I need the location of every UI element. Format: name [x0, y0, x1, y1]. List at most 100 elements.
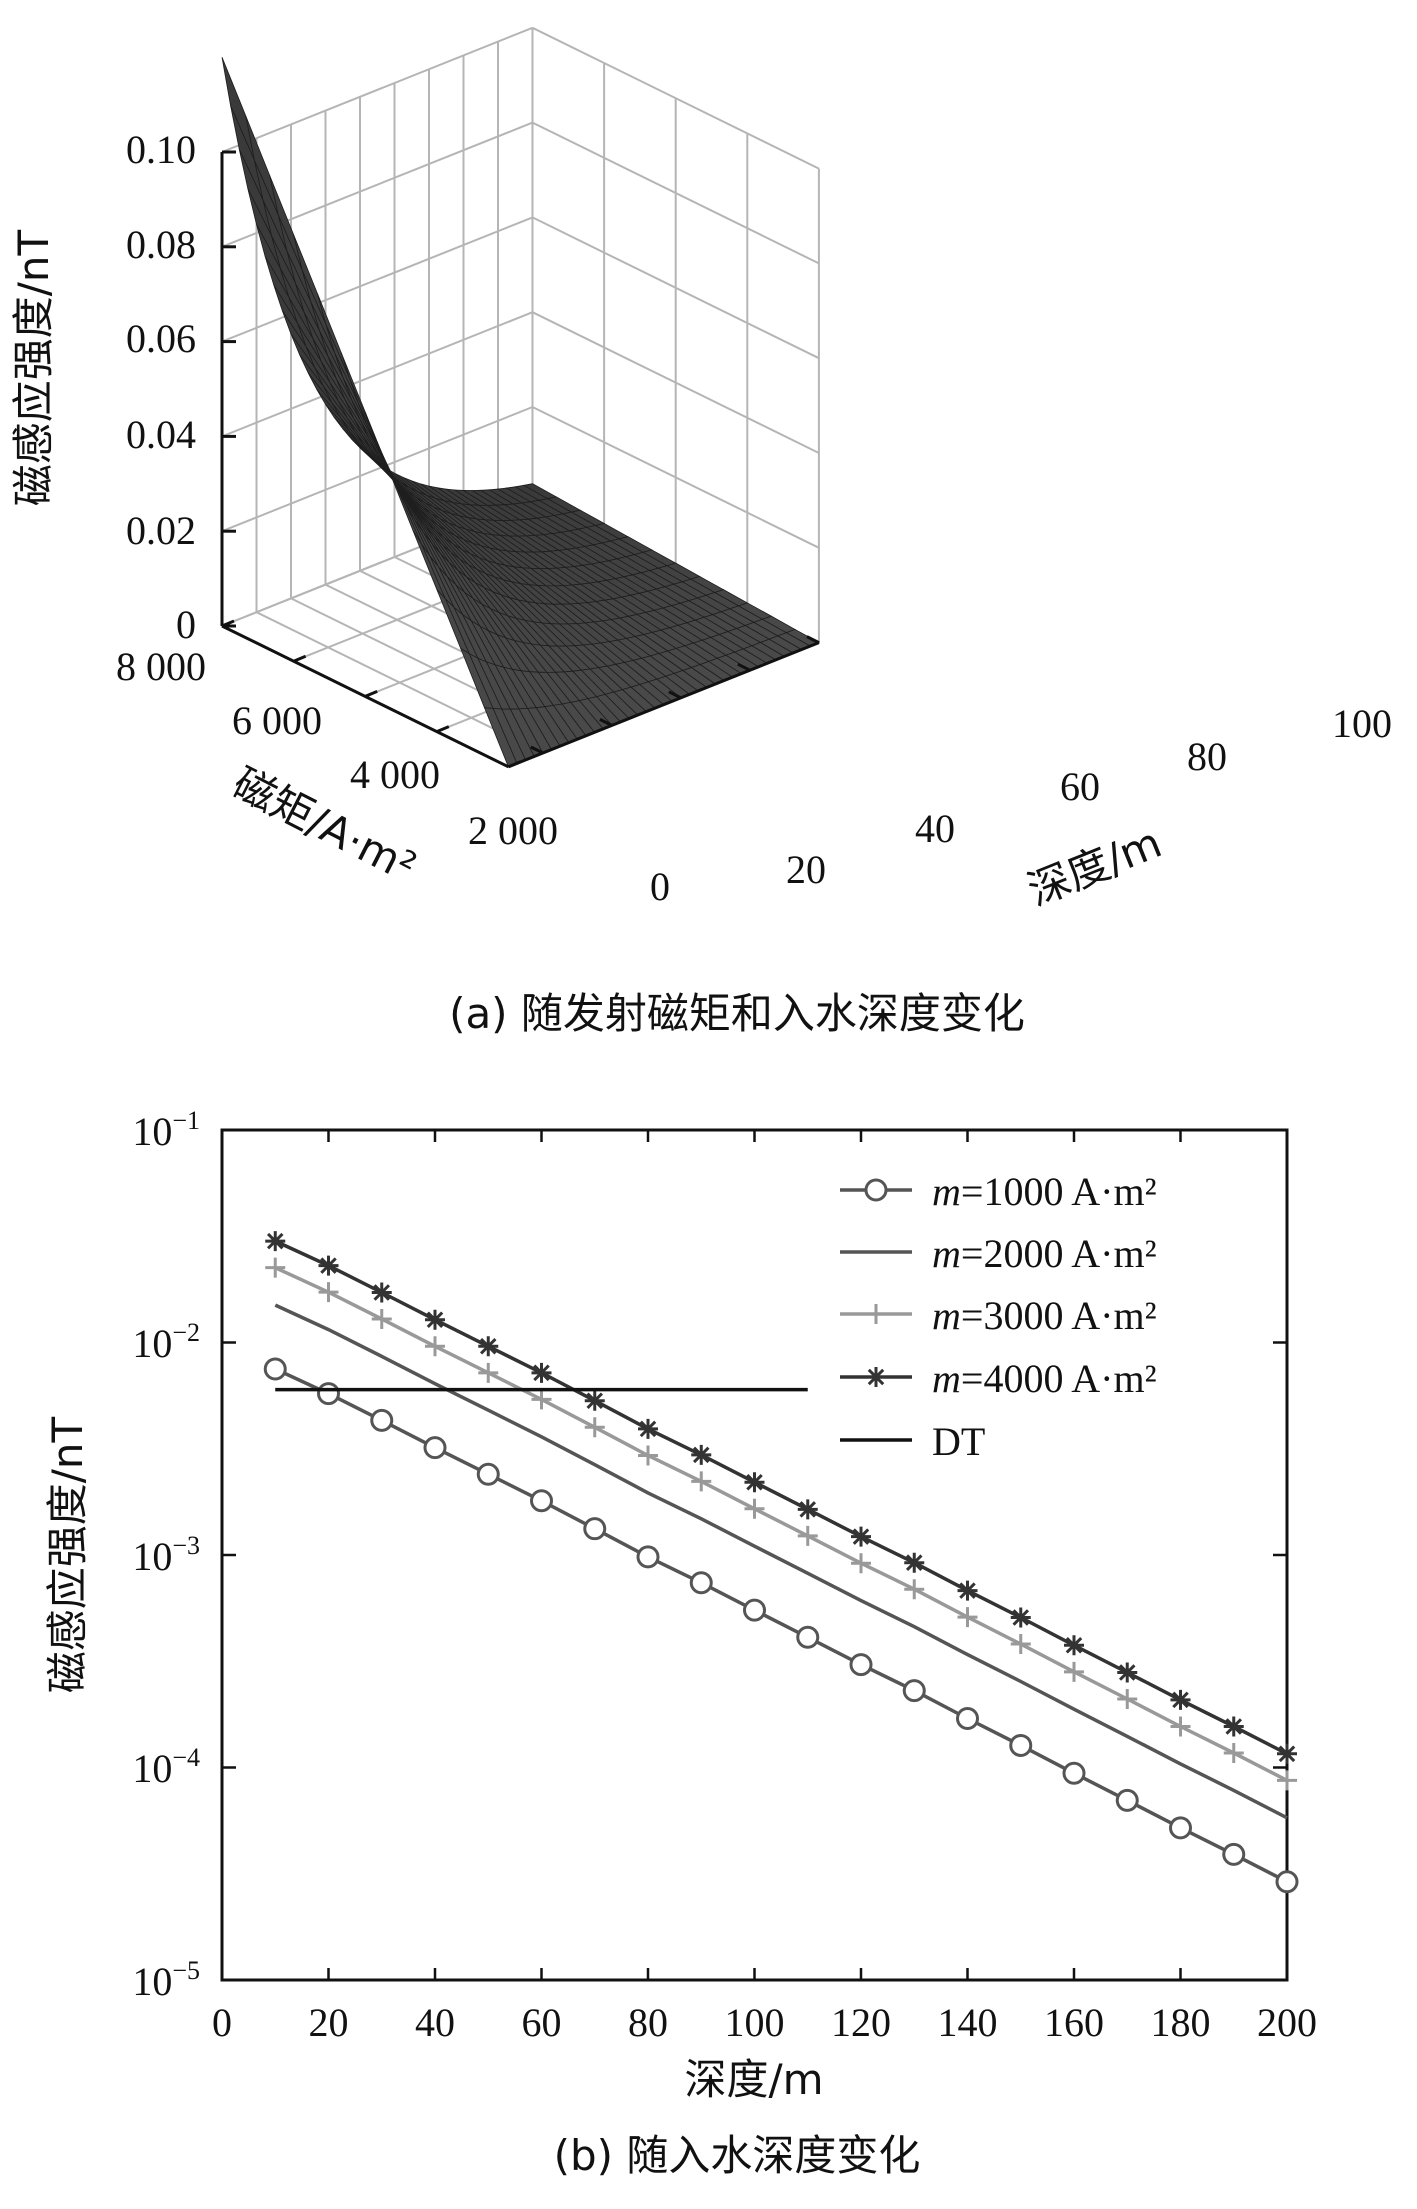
line-chart: 0 20 40 60 80 100 120 140 160 180 200 10…: [43, 1106, 1317, 2180]
surface-mesh: [221, 57, 820, 768]
data-point: [425, 1309, 445, 1330]
data-point: [1010, 1607, 1031, 1628]
data-point: [371, 1309, 392, 1329]
data-point: [584, 1417, 605, 1438]
x-tick-label: 140: [938, 2000, 998, 2045]
depth-tick: [599, 718, 613, 727]
data-point: [1223, 1743, 1244, 1764]
y-tick-labels: 10−1 10−2 10−3 10−4 10−5: [132, 1106, 200, 2004]
data-point: [743, 1598, 766, 1622]
data-point: [1010, 1634, 1031, 1655]
data-point: [638, 1445, 658, 1466]
data-point: [956, 1707, 979, 1731]
depth-axis-label: 深度/m: [1021, 818, 1168, 916]
side-wall-hline: [532, 406, 820, 549]
data-point: [530, 1489, 553, 1513]
data-point: [689, 1571, 713, 1595]
legend-label: m=3000 A·m²: [932, 1293, 1157, 1338]
data-point: [797, 1499, 818, 1520]
y-tick-label: 10−1: [132, 1106, 200, 1154]
data-point: [263, 1357, 287, 1381]
back-wall-hline: [221, 311, 533, 438]
side-wall-hline: [532, 216, 820, 360]
data-point: [1009, 1733, 1033, 1757]
data-point: [796, 1625, 820, 1649]
data-point: [1064, 1661, 1084, 1682]
legend-label: m=1000 A·m²: [932, 1169, 1157, 1214]
depth-tick-label: 60: [1060, 764, 1100, 809]
data-point: [265, 1257, 286, 1278]
data-point: [851, 1526, 871, 1547]
depth-tick-label: 100: [1332, 701, 1392, 746]
data-point: [797, 1525, 818, 1546]
back-wall-hline: [221, 216, 533, 343]
surface-axes: [220, 150, 820, 769]
data-point: [904, 1552, 925, 1573]
series-line: [274, 1266, 1288, 1782]
legend-label: m=2000 A·m²: [932, 1231, 1157, 1276]
series-line: [274, 1239, 1288, 1756]
moment-tick: [364, 690, 378, 698]
series-0: [263, 1357, 1299, 1894]
data-point: [849, 1653, 873, 1677]
data-point: [423, 1436, 447, 1460]
moment-tick: [221, 619, 235, 628]
moment-tick-label: 0: [650, 864, 670, 909]
data-point: [1117, 1662, 1138, 1683]
data-point: [638, 1418, 658, 1439]
data-point: [583, 1517, 607, 1541]
data-point: [318, 1282, 339, 1303]
x-tick-label: 40: [415, 2000, 455, 2045]
y-ticks: [222, 1128, 1287, 1982]
series-group: [263, 1231, 1299, 1894]
z-tick-label: 0: [176, 602, 196, 647]
y-axis-label: 磁感应强度/nT: [43, 1416, 92, 1693]
z-axis-label: 磁感应强度/nT: [9, 229, 58, 506]
z-tick-label: 0.04: [126, 412, 196, 457]
side-wall-hline: [532, 121, 820, 265]
data-point: [317, 1382, 340, 1406]
data-point: [531, 1389, 552, 1410]
x-tick-label: 100: [725, 2000, 785, 2045]
data-point: [425, 1336, 445, 1357]
y-tick-label: 10−3: [132, 1531, 200, 1579]
caption-a: (a) 随发射磁矩和入水深度变化: [449, 989, 1025, 1038]
data-point: [318, 1255, 339, 1276]
depth-tick-label: 80: [1187, 734, 1227, 779]
moment-tick: [293, 654, 307, 663]
series-2: [265, 1257, 1297, 1791]
y-tick-label: 10−4: [132, 1743, 200, 1791]
z-tick-label: 0.02: [126, 508, 196, 553]
data-point: [371, 1282, 392, 1303]
x-ticks: [220, 1130, 1289, 1980]
data-point: [866, 1304, 886, 1324]
depth-tick: [806, 635, 820, 644]
data-point: [744, 1472, 765, 1493]
data-point: [1115, 1788, 1139, 1812]
data-point: [1062, 1761, 1086, 1785]
data-point: [957, 1607, 978, 1628]
side-wall-hline: [532, 26, 820, 170]
z-tick-label: 0.06: [126, 316, 196, 361]
z-tick-label: 0.10: [126, 127, 196, 172]
x-tick-labels: 0 20 40 60 80 100 120 140 160 180 200: [212, 2000, 1317, 2045]
data-point: [370, 1408, 394, 1432]
data-point: [1275, 1870, 1299, 1894]
moment-tick: [507, 760, 521, 769]
depth-axis-line: [507, 641, 820, 769]
depth-tick: [668, 690, 682, 700]
legend-label: m=4000 A·m²: [932, 1356, 1157, 1401]
legend-label: DT: [932, 1419, 985, 1464]
data-point: [1170, 1716, 1191, 1737]
data-point: [1169, 1816, 1192, 1840]
x-tick-label: 200: [1257, 2000, 1317, 2045]
surface-chart: 0 0.02 0.04 0.06 0.08 0.10 0 2 000 4 000…: [9, 26, 1392, 1038]
x-tick-label: 180: [1151, 2000, 1211, 2045]
depth-tick-label: 20: [786, 847, 826, 892]
depth-tick: [737, 662, 751, 672]
moment-tick: [436, 725, 450, 733]
x-tick-label: 0: [212, 2000, 232, 2045]
legend: m=1000 A·m² m=2000 A·m² m=3000 A·m² m=40…: [840, 1169, 1157, 1464]
depth-tick: [530, 745, 544, 755]
x-tick-label: 160: [1044, 2000, 1104, 2045]
